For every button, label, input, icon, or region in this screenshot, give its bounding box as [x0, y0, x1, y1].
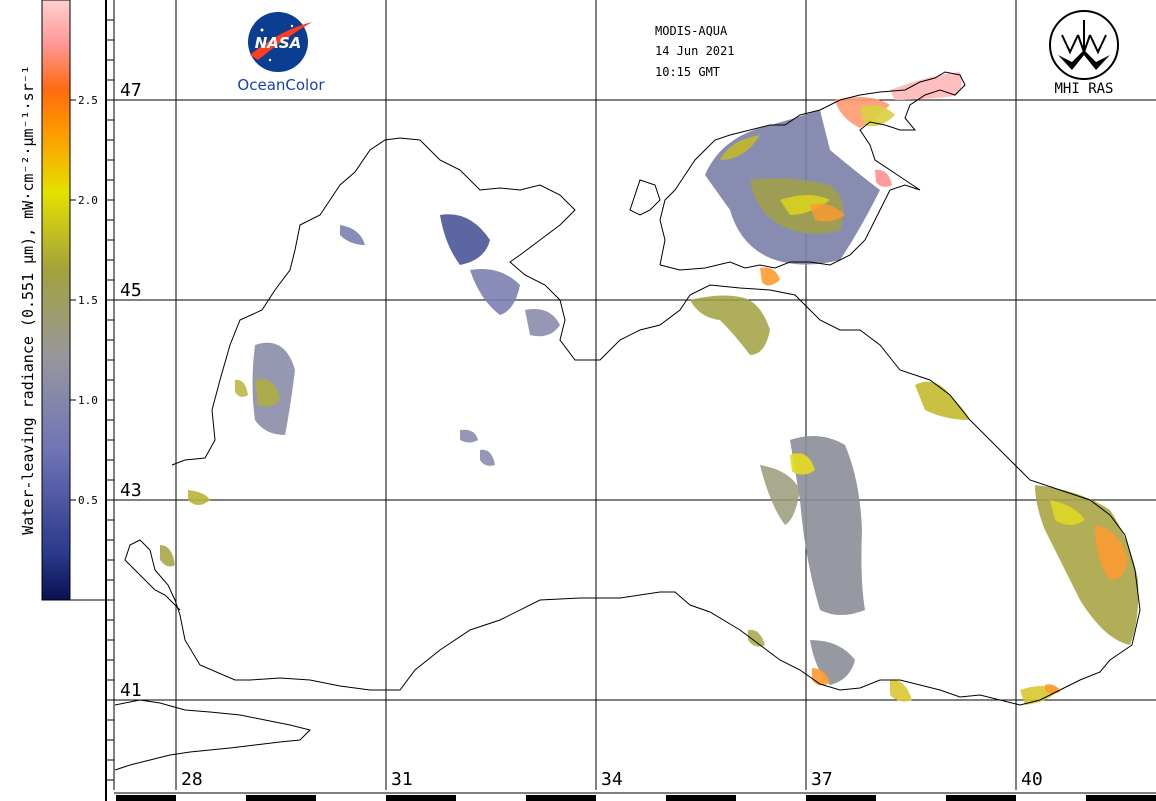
scale-segment [246, 795, 316, 801]
time-label: 10:15 GMT [655, 65, 720, 79]
date-label: 14 Jun 2021 [655, 44, 734, 58]
colorbar-tick-label: 2.0 [78, 194, 98, 207]
mhi-ras-logo: MHI RAS [1049, 10, 1119, 97]
lat-label-43: 43 [120, 480, 142, 501]
scale-segment [526, 795, 596, 801]
colorbar-tick-label: 1.0 [78, 394, 98, 407]
scale-segment [386, 795, 456, 801]
nasa-logo-text: NASA [255, 34, 302, 52]
graticule [114, 0, 1156, 790]
bottom-scale-bar [114, 792, 1156, 801]
lon-label-34: 34 [601, 769, 623, 790]
colorbar-title: Water-leaving radiance (0.551 μm), mW·cm… [19, 65, 37, 535]
lat-label-41: 41 [120, 680, 142, 701]
lon-label-40: 40 [1021, 769, 1043, 790]
scale-segment [666, 795, 736, 801]
sensor-label: MODIS-AQUA [655, 24, 728, 38]
scale-segment [806, 795, 876, 801]
colorbar-tick-label: 2.5 [78, 94, 98, 107]
colorbar-tick-label: 0.5 [78, 494, 98, 507]
lon-label-37: 37 [811, 769, 833, 790]
header: MODIS-AQUA 14 Jun 2021 10:15 GMT [655, 24, 734, 79]
colorbar-gradient [41, 0, 71, 601]
turkey-bosporus-coastline [114, 699, 311, 771]
scale-segment [946, 795, 1016, 801]
lon-label-28: 28 [181, 769, 203, 790]
radiance-patches [160, 72, 1139, 705]
lat-label-47: 47 [120, 80, 142, 101]
oceancolor-label: OceanColor [237, 76, 325, 94]
scale-segment [1086, 795, 1156, 801]
scale-segment [116, 795, 176, 801]
colorbar-ticks: 0.5 1.0 1.5 2.0 2.5 [70, 94, 98, 507]
azov-coastline [659, 71, 966, 271]
lon-labels: 28 31 34 37 40 [181, 769, 1043, 790]
nasa-logo: NASA OceanColor [237, 12, 325, 94]
mhi-ras-label: MHI RAS [1054, 81, 1113, 97]
lat-label-45: 45 [120, 280, 142, 301]
colorbar-tick-label: 1.5 [78, 294, 98, 307]
lat-labels: 47 45 43 41 [120, 80, 142, 701]
lon-label-31: 31 [391, 769, 413, 790]
crimea-west-coastline [629, 179, 661, 216]
coastline [124, 137, 1141, 706]
